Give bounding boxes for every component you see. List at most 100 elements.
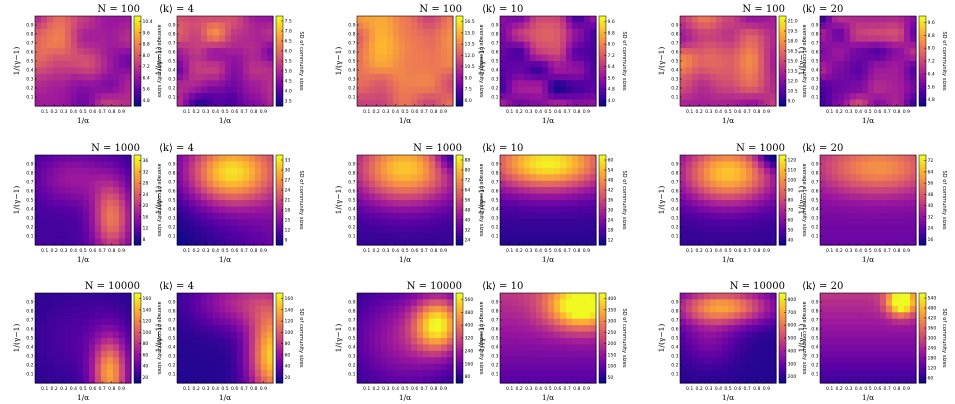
y-tick-label: 0.3 <box>671 77 678 83</box>
heatmap-cell <box>692 48 699 56</box>
x-tick-label: 0.4 <box>70 386 77 392</box>
x-tick-label: 0.9 <box>440 248 447 254</box>
heatmap-cell <box>892 180 899 188</box>
heatmap-cell <box>411 161 418 169</box>
heatmap-cell <box>680 180 687 188</box>
heatmap-cell <box>874 93 881 101</box>
heatmap-cell <box>35 318 42 326</box>
heatmap-cell <box>107 93 114 101</box>
heatmap-cell <box>225 363 232 371</box>
heatmap-cell <box>201 225 208 233</box>
heatmap-cell <box>225 318 232 326</box>
colorbar-segment <box>456 320 463 324</box>
heatmap-cell <box>710 48 717 56</box>
heatmap-cell <box>704 54 711 62</box>
colorbar-tick-label: 4.8 <box>143 98 150 104</box>
colorbar-segment <box>134 28 141 32</box>
heatmap-cell <box>189 370 196 378</box>
heatmap-cell <box>892 22 899 30</box>
colorbar-segment <box>276 311 283 315</box>
heatmap-cell <box>826 206 833 214</box>
heatmap-cell <box>207 28 214 36</box>
heatmap-cell <box>892 80 899 88</box>
heatmap-cell <box>35 325 42 333</box>
heatmap-cell <box>856 86 863 94</box>
colorbar-tick-label: 7.2 <box>608 53 615 59</box>
heatmap-cell <box>590 357 597 365</box>
heatmap-cell <box>47 187 54 195</box>
heatmap-cell <box>423 212 430 220</box>
colorbar-tick-label: 160 <box>285 296 294 302</box>
heatmap-cell <box>850 41 857 49</box>
heatmap-cell <box>393 225 400 233</box>
heatmap-cell <box>267 86 274 94</box>
heatmap-cell <box>375 22 382 30</box>
colorbar-segment <box>779 233 786 237</box>
heatmap-cell <box>716 22 723 30</box>
heatmap-cell <box>267 219 274 227</box>
heatmap-cell <box>101 193 108 201</box>
heatmap-cell <box>213 41 220 49</box>
heatmap-cell <box>65 350 72 358</box>
heatmap-cell <box>856 61 863 69</box>
heatmap-cell <box>113 16 120 24</box>
heatmap-cell <box>65 219 72 227</box>
heatmap-cell <box>536 299 543 307</box>
colorbar-segment <box>599 176 606 180</box>
heatmap-cell <box>219 312 226 320</box>
heatmap-cell <box>71 54 78 62</box>
heatmap-cell <box>740 187 747 195</box>
heatmap-cell <box>548 338 555 346</box>
heatmap-cell <box>578 206 585 214</box>
heatmap-cell <box>874 22 881 30</box>
heatmap-cell <box>381 41 388 49</box>
heatmap-cell <box>680 48 687 56</box>
heatmap-cell <box>177 331 184 339</box>
heatmap-cell <box>417 206 424 214</box>
heatmap-cell <box>231 376 238 384</box>
heatmap-cell <box>417 370 424 378</box>
colorbar-segment <box>134 356 141 360</box>
colorbar-segment <box>276 236 283 240</box>
heatmap-cell <box>698 67 705 75</box>
heatmap-cell <box>261 293 268 301</box>
heatmap-cell <box>95 338 102 346</box>
y-tick-label: 0.8 <box>168 309 175 315</box>
heatmap-cell <box>41 193 48 201</box>
heatmap-cell <box>572 73 579 81</box>
heatmap-cell <box>387 180 394 188</box>
heatmap-cell <box>189 325 196 333</box>
heatmap-cell <box>524 61 531 69</box>
heatmap-cell <box>698 16 705 24</box>
heatmap-cell <box>910 80 917 88</box>
x-tick-label: 0.9 <box>118 109 125 115</box>
heatmap-cell <box>764 48 771 56</box>
heatmap-cell <box>231 293 238 301</box>
colorbar-segment <box>919 233 926 237</box>
heatmap-cell <box>572 48 579 56</box>
heatmap-cell <box>107 200 114 208</box>
x-tick-label: 0.9 <box>260 109 267 115</box>
heatmap-cell <box>101 41 108 49</box>
heatmap-cell <box>429 238 436 246</box>
heatmap-cell <box>381 193 388 201</box>
heatmap-cell <box>752 93 759 101</box>
heatmap-cell <box>542 293 549 301</box>
heatmap-cell <box>886 61 893 69</box>
heatmap-cell <box>850 238 857 246</box>
heatmap-cell <box>219 28 226 36</box>
heatmap-cell <box>189 180 196 188</box>
colorbar-segment <box>456 46 463 50</box>
heatmap-cell <box>47 80 54 88</box>
heatmap-cell <box>393 99 400 107</box>
heatmap-cell <box>680 80 687 88</box>
heatmap-cell <box>231 61 238 69</box>
y-tick-label: 0.4 <box>348 68 355 74</box>
heatmap-cell <box>530 200 537 208</box>
heatmap-cell <box>405 370 412 378</box>
heatmap-cell <box>219 318 226 326</box>
heatmap-cell <box>411 232 418 240</box>
heatmap-cell <box>113 293 120 301</box>
heatmap-cell <box>758 187 765 195</box>
x-tick-label: 0.4 <box>212 386 219 392</box>
